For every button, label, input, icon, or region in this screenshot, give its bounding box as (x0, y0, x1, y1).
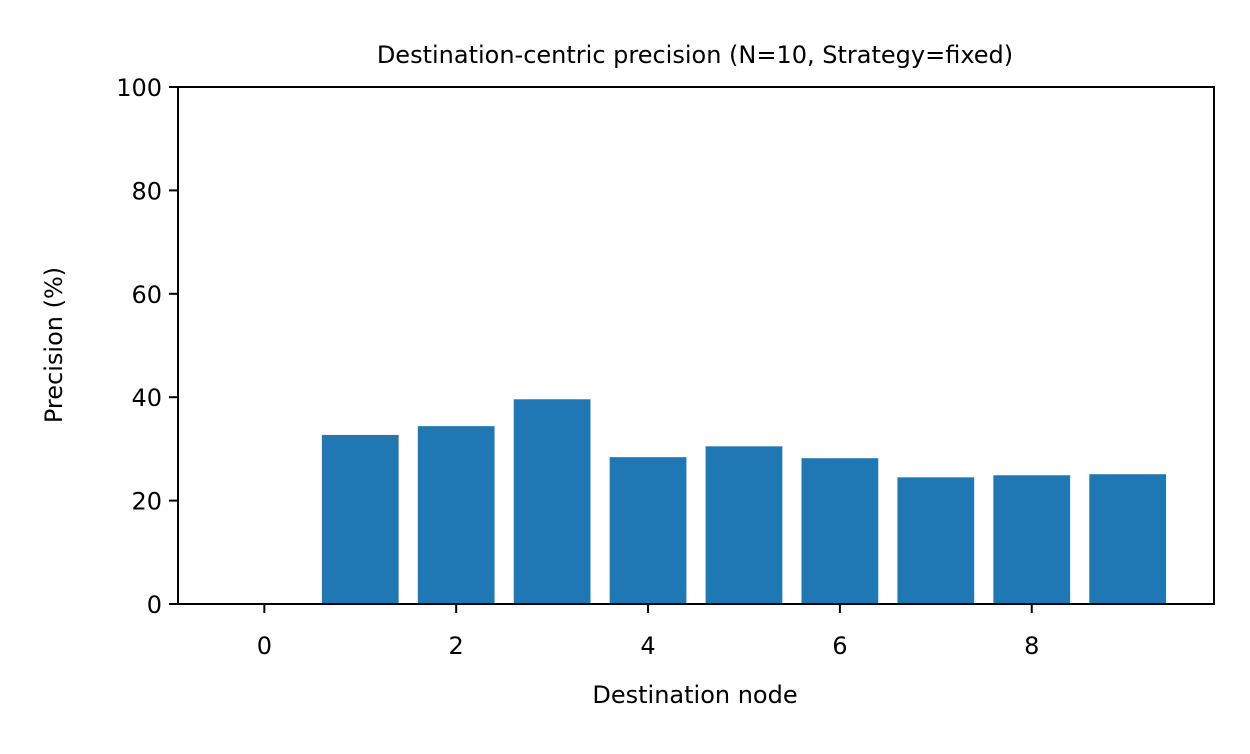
x-tick-label: 8 (1024, 632, 1039, 660)
x-tick-label: 6 (832, 632, 847, 660)
y-tick-label: 60 (131, 281, 162, 309)
y-tick-label: 0 (147, 591, 162, 619)
y-tick-label: 80 (131, 177, 162, 205)
x-tick-label: 4 (640, 632, 655, 660)
bar-node-4 (609, 457, 687, 604)
x-tick-label: 2 (449, 632, 464, 660)
y-tick-label: 20 (131, 488, 162, 516)
bar-node-2 (417, 426, 495, 604)
x-axis-label: Destination node (592, 681, 797, 709)
plot-frame (177, 86, 1215, 605)
y-tick-label: 100 (116, 74, 162, 102)
bar-node-9 (1089, 474, 1167, 604)
bar-node-1 (321, 434, 399, 604)
y-tick-label: 40 (131, 384, 162, 412)
x-axis-ticks: 0 2 4 6 8 (257, 604, 1039, 660)
bar-node-7 (897, 477, 975, 604)
y-axis-ticks: 0 20 40 60 80 100 (116, 74, 178, 619)
bars-group (321, 399, 1167, 604)
y-axis-label: Precision (%) (40, 267, 68, 423)
chart-title: Destination-centric precision (N=10, Str… (377, 41, 1013, 69)
bar-node-3 (513, 399, 591, 604)
bar-node-5 (705, 446, 783, 604)
bar-node-8 (993, 475, 1071, 604)
bar-node-6 (801, 458, 879, 604)
x-tick-label: 0 (257, 632, 272, 660)
